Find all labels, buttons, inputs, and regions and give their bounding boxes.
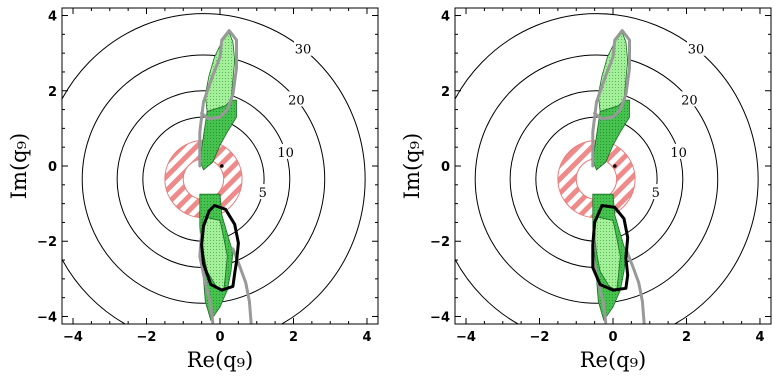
tick-marks: [62, 8, 378, 324]
contour-lines: [455, 13, 759, 324]
contour-circle-30: [62, 13, 366, 324]
x-tick-labels: −4 −2 0 2 4: [63, 330, 371, 345]
contour-labels: 5 10 20 30: [646, 40, 706, 201]
x-axis-title: Re(q₉): [580, 348, 647, 372]
contour-label-bg: [646, 184, 665, 200]
marker-dot: [613, 164, 617, 168]
y-tick-label: 4: [48, 10, 57, 25]
contour-label: 5: [652, 186, 660, 201]
marker-dot: [220, 164, 224, 168]
x-tick-label: 4: [362, 330, 371, 345]
contour-label-bg: [253, 184, 272, 200]
black-loop-curve: [200, 204, 240, 292]
gray-right-curve: [624, 247, 646, 324]
gray-upper-curve: [198, 29, 238, 168]
x-tick-label: −2: [530, 330, 550, 345]
x-tick-label: 2: [682, 330, 691, 345]
contour-label: 30: [295, 43, 312, 58]
x-tick-label: −2: [137, 330, 157, 345]
y-tick-label: −2: [37, 235, 57, 250]
contour-label: 20: [288, 93, 305, 108]
chart-panel-2: 5 10 20 30 −4 −2 0 2 4 −4 −2 0 2 4 Re(q₉) Im(q₉): [400, 7, 772, 372]
x-tick-label: 0: [608, 330, 617, 345]
contour-label-bg: [276, 143, 295, 159]
y-tick-label: 4: [441, 10, 450, 25]
y-tick-labels: −4 −2 0 2 4: [430, 10, 450, 326]
contour-lines: [62, 13, 366, 324]
contour-circle-30: [455, 13, 759, 324]
contour-label: 30: [688, 43, 705, 58]
gray-upper-curve: [591, 29, 631, 168]
y-tick-labels: −4 −2 0 2 4: [37, 10, 57, 326]
marker: [613, 164, 617, 168]
y-tick-label: 2: [48, 85, 57, 100]
y-tick-label: 0: [48, 160, 57, 175]
marker: [220, 164, 224, 168]
x-axis-title: Re(q₉): [187, 348, 254, 372]
contour-label-bg: [669, 143, 688, 159]
y-tick-label: −4: [430, 310, 450, 325]
x-tick-label: −4: [63, 330, 83, 345]
x-tick-label: 0: [215, 330, 224, 345]
x-tick-label: −4: [456, 330, 476, 345]
contour-label-bg: [680, 91, 699, 107]
y-tick-label: 2: [441, 85, 450, 100]
contour-label: 10: [277, 146, 294, 161]
chart-panel-1: 5 10 20 30 −4 −2 0 2 4 −4 −2 0 2 4 Re(q₉) Im(q₉): [7, 7, 379, 372]
contour-label: 20: [681, 93, 698, 108]
contour-label-bg: [687, 40, 706, 56]
tick-marks: [455, 8, 771, 324]
contour-circle-20: [474, 54, 719, 304]
black-loop-curve: [591, 204, 630, 292]
y-tick-label: −2: [430, 235, 450, 250]
x-tick-label: 2: [289, 330, 298, 345]
y-axis-title: Im(q₉): [400, 133, 424, 199]
contour-label: 5: [259, 186, 267, 201]
y-axis-title: Im(q₉): [7, 133, 31, 199]
y-tick-label: 0: [441, 160, 450, 175]
constraint-curves: [198, 29, 253, 324]
contour-label-bg: [287, 91, 306, 107]
contour-label-bg: [294, 40, 313, 56]
gray-lower-curve: [198, 232, 215, 324]
y-tick-label: −4: [37, 310, 57, 325]
contour-circle-20: [81, 54, 326, 304]
contour-labels: 5 10 20 30: [253, 40, 313, 201]
x-tick-labels: −4 −2 0 2 4: [456, 330, 764, 345]
contour-label: 10: [670, 146, 687, 161]
x-tick-label: 4: [755, 330, 764, 345]
constraint-curves: [591, 29, 646, 324]
